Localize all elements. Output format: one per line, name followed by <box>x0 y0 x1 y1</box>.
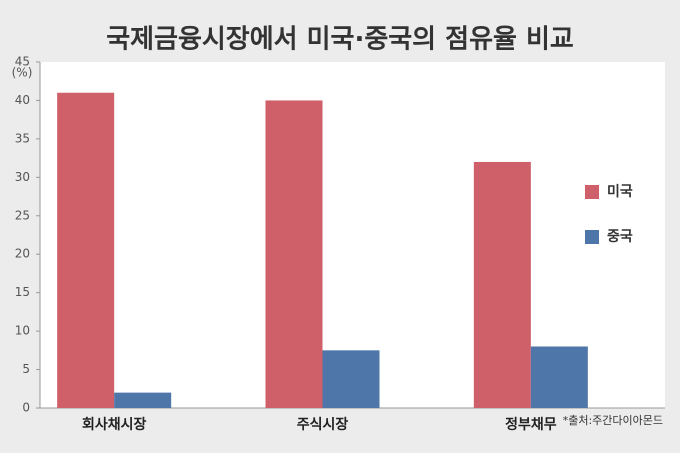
y-tick-label: 5 <box>22 362 30 376</box>
bar <box>530 346 588 408</box>
y-tick-label: 30 <box>15 170 30 184</box>
bar <box>473 161 531 408</box>
chart-title: 국제금융시장에서 미국·중국의 점유율 비교 <box>106 25 574 55</box>
y-tick-label: 35 <box>15 131 30 145</box>
source: *출처:주간다이아몬드 <box>563 414 663 427</box>
bar <box>322 350 380 408</box>
legend-label: 미국 <box>607 184 633 200</box>
y-tick-label: 45 <box>15 55 30 69</box>
legend-swatch <box>585 185 599 199</box>
legend-swatch <box>585 230 599 244</box>
bar <box>57 92 115 408</box>
legend-label: 중국 <box>607 229 633 245</box>
y-tick-label: 10 <box>15 324 30 338</box>
y-tick-label: 0 <box>22 401 30 415</box>
x-tick-label: 정부채무 <box>505 416 557 433</box>
bar <box>114 392 172 408</box>
y-tick-label: 25 <box>15 208 30 222</box>
y-tick-label: 15 <box>15 285 30 299</box>
y-tick-label: 40 <box>15 93 30 107</box>
y-tick-label: 20 <box>15 247 30 261</box>
x-tick-label: 주식시장 <box>297 416 349 433</box>
bar <box>265 100 323 408</box>
x-tick-label: 회사채시장 <box>82 416 147 433</box>
y-unit: (%) <box>12 66 33 80</box>
